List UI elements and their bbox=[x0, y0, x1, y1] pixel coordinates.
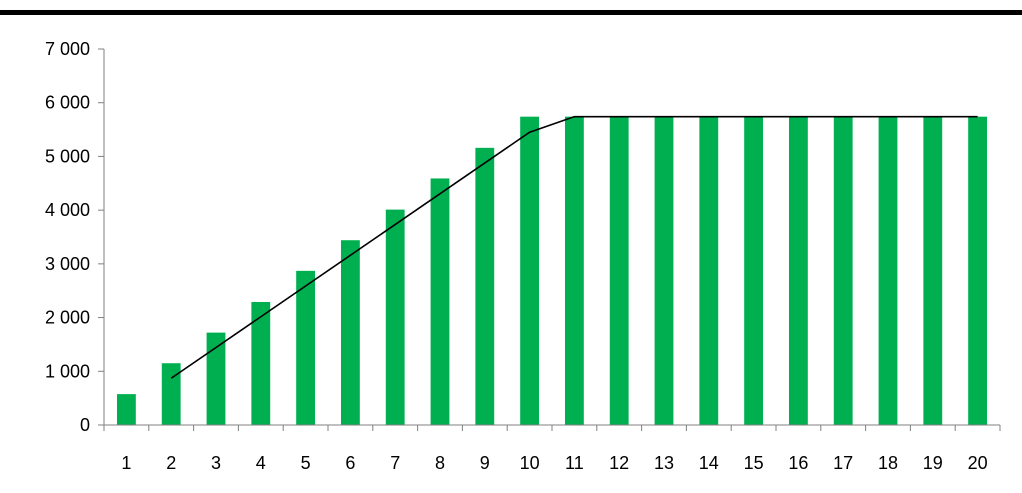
top-rule bbox=[0, 10, 1022, 15]
bar-2 bbox=[161, 363, 181, 425]
bar-20 bbox=[968, 116, 988, 426]
bar-5 bbox=[296, 270, 316, 425]
x-tick-label: 10 bbox=[520, 453, 540, 473]
bar-18 bbox=[878, 116, 898, 426]
x-tick-label: 5 bbox=[301, 453, 311, 473]
bar-series bbox=[116, 116, 988, 426]
bar-15 bbox=[744, 116, 764, 426]
axes bbox=[103, 49, 1000, 426]
bar-19 bbox=[923, 116, 943, 426]
x-tick-label: 8 bbox=[435, 453, 445, 473]
x-tick-label: 18 bbox=[878, 453, 898, 473]
x-axis-ticks: 1 2 3 4 5 6 7 8 9 10 11 12 13 14 15 16 17 18 19 20 bbox=[103, 425, 1001, 473]
y-tick-label: 4 000 bbox=[45, 200, 90, 220]
bar-7 bbox=[385, 209, 405, 425]
bar-11 bbox=[564, 116, 584, 426]
bar-14 bbox=[699, 116, 719, 426]
x-tick-label: 19 bbox=[923, 453, 943, 473]
bar-17 bbox=[833, 116, 853, 426]
y-tick-label: 3 000 bbox=[45, 254, 90, 274]
x-tick-label: 7 bbox=[390, 453, 400, 473]
bar-1 bbox=[116, 394, 136, 425]
bar-9 bbox=[475, 147, 495, 425]
y-tick-label: 7 000 bbox=[45, 39, 90, 59]
y-tick-label: 6 000 bbox=[45, 93, 90, 113]
x-tick-label: 4 bbox=[256, 453, 266, 473]
bar-3 bbox=[206, 332, 226, 425]
x-tick-label: 2 bbox=[166, 453, 176, 473]
x-tick-label: 3 bbox=[211, 453, 221, 473]
x-tick-label: 13 bbox=[654, 453, 674, 473]
bar-4 bbox=[251, 301, 271, 425]
y-tick-label: 2 000 bbox=[45, 308, 90, 328]
x-tick-label: 12 bbox=[609, 453, 629, 473]
bar-8 bbox=[430, 178, 450, 425]
y-tick-label: 0 bbox=[80, 415, 90, 435]
x-tick-label: 16 bbox=[788, 453, 808, 473]
trend-line bbox=[170, 115, 978, 379]
x-tick-label: 20 bbox=[968, 453, 988, 473]
bar-10 bbox=[520, 116, 540, 426]
bar-6 bbox=[340, 240, 360, 425]
x-tick-label: 14 bbox=[699, 453, 719, 473]
x-tick-label: 1 bbox=[121, 453, 131, 473]
x-tick-label: 17 bbox=[833, 453, 853, 473]
x-tick-label: 15 bbox=[744, 453, 764, 473]
x-tick-label: 6 bbox=[345, 453, 355, 473]
x-tick-label: 9 bbox=[480, 453, 490, 473]
y-tick-label: 1 000 bbox=[45, 361, 90, 381]
y-axis-ticks: 0 1 000 2 000 3 000 4 000 5 000 6 000 7 000 bbox=[45, 39, 104, 435]
line-series bbox=[170, 115, 978, 379]
bar-16 bbox=[788, 116, 808, 426]
bar-13 bbox=[654, 116, 674, 426]
bar-12 bbox=[609, 116, 629, 426]
x-tick-label: 11 bbox=[565, 453, 584, 473]
y-tick-label: 5 000 bbox=[45, 146, 90, 166]
